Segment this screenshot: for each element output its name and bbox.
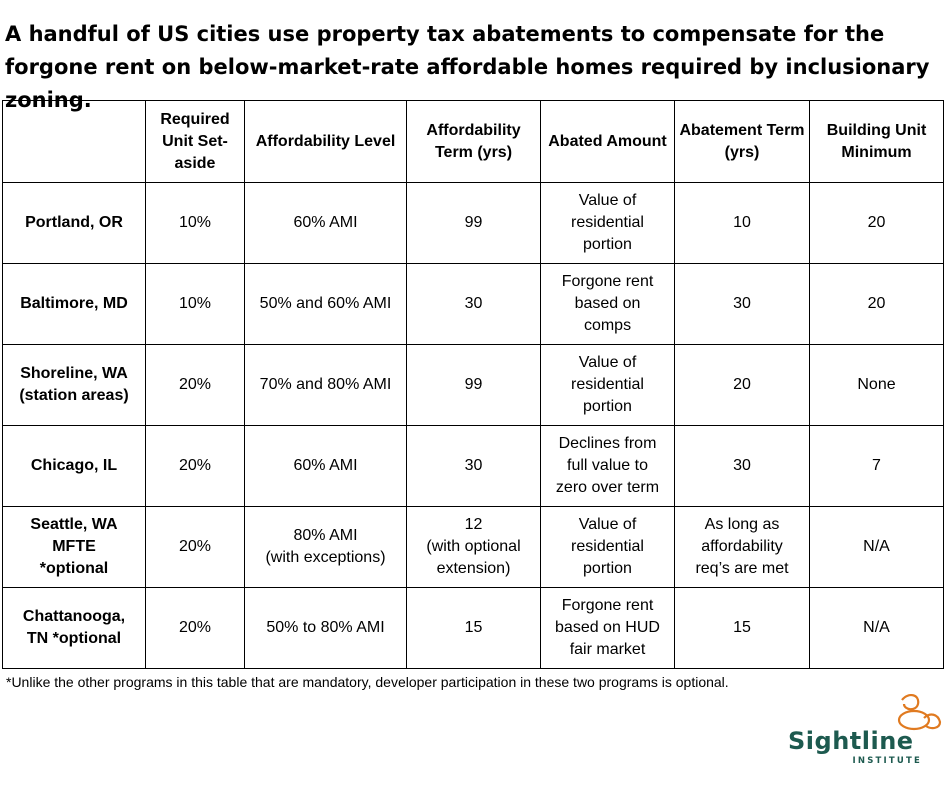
abatement-term-cell: 15 — [674, 587, 810, 669]
abated-amount-cell: Forgone rent based on comps — [540, 263, 675, 345]
abated-amount-cell: Forgone rent based on HUD fair market — [540, 587, 675, 669]
header-cell-city — [2, 100, 146, 183]
affordability-term-cell: 99 — [406, 182, 541, 264]
page-title: A handful of US cities use property tax … — [5, 22, 930, 112]
set-aside-cell: 20% — [145, 344, 245, 426]
header-cell-abatement-term: Abatement Term (yrs) — [674, 100, 810, 183]
affordability-level-cell: 50% and 60% AMI — [244, 263, 407, 345]
abated-amount-cell: Value of residential portion — [540, 506, 675, 588]
set-aside-cell: 10% — [145, 182, 245, 264]
table-body: Portland, OR 10% 60% AMI 99 Value of res… — [2, 182, 944, 669]
abatement-term-cell: 20 — [674, 344, 810, 426]
header-cell-set-aside: Required Unit Set-aside — [145, 100, 245, 183]
unit-minimum-cell: None — [809, 344, 944, 426]
header-cell-affordability-term: Affordability Term (yrs) — [406, 100, 541, 183]
abatement-term-cell: 30 — [674, 263, 810, 345]
unit-minimum-cell: 20 — [809, 182, 944, 264]
city-cell: Seattle, WA MFTE *optional — [2, 506, 146, 588]
affordability-term-cell: 30 — [406, 425, 541, 507]
affordability-level-cell: 80% AMI (with exceptions) — [244, 506, 407, 588]
table-row: Shoreline, WA (station areas) 20% 70% an… — [2, 344, 944, 426]
abated-amount-cell: Declines from full value to zero over te… — [540, 425, 675, 507]
table-row: Baltimore, MD 10% 50% and 60% AMI 30 For… — [2, 263, 944, 345]
header-row: Required Unit Set-aside Affordability Le… — [2, 100, 944, 183]
affordability-level-cell: 50% to 80% AMI — [244, 587, 407, 669]
city-cell: Portland, OR — [2, 182, 146, 264]
city-cell: Shoreline, WA (station areas) — [2, 344, 146, 426]
table-row: Chattanooga, TN *optional 20% 50% to 80%… — [2, 587, 944, 669]
table-header: Required Unit Set-aside Affordability Le… — [2, 100, 944, 183]
affordability-term-cell: 12 (with optional extension) — [406, 506, 541, 588]
set-aside-cell: 20% — [145, 587, 245, 669]
abated-amount-cell: Value of residential portion — [540, 344, 675, 426]
unit-minimum-cell: 20 — [809, 263, 944, 345]
table-row: Portland, OR 10% 60% AMI 99 Value of res… — [2, 182, 944, 264]
affordability-level-cell: 60% AMI — [244, 182, 407, 264]
unit-minimum-cell: N/A — [809, 587, 944, 669]
set-aside-cell: 20% — [145, 425, 245, 507]
abatement-term-cell: As long as affordability req’s are met — [674, 506, 810, 588]
city-cell: Baltimore, MD — [2, 263, 146, 345]
set-aside-cell: 20% — [145, 506, 245, 588]
logo-name: Sightline — [788, 727, 914, 755]
city-cell: Chicago, IL — [2, 425, 146, 507]
table-row: Seattle, WA MFTE *optional 20% 80% AMI (… — [2, 506, 944, 588]
header-cell-affordability-level: Affordability Level — [244, 100, 407, 183]
affordability-term-cell: 15 — [406, 587, 541, 669]
abatement-term-cell: 10 — [674, 182, 810, 264]
header-cell-unit-minimum: Building Unit Minimum — [809, 100, 944, 183]
sightline-logo-icon — [897, 694, 942, 731]
logo-subtitle: INSTITUTE — [852, 756, 922, 766]
footnote: *Unlike the other programs in this table… — [6, 674, 729, 690]
affordability-term-cell: 99 — [406, 344, 541, 426]
header-cell-abated-amount: Abated Amount — [540, 100, 675, 183]
set-aside-cell: 10% — [145, 263, 245, 345]
affordability-term-cell: 30 — [406, 263, 541, 345]
unit-minimum-cell: 7 — [809, 425, 944, 507]
city-cell: Chattanooga, TN *optional — [2, 587, 146, 669]
unit-minimum-cell: N/A — [809, 506, 944, 588]
affordability-level-cell: 60% AMI — [244, 425, 407, 507]
sightline-logo: Sightline INSTITUTE — [786, 694, 944, 768]
abated-amount-cell: Value of residential portion — [540, 182, 675, 264]
abatement-term-cell: 30 — [674, 425, 810, 507]
comparison-table: Required Unit Set-aside Affordability Le… — [2, 100, 944, 669]
affordability-level-cell: 70% and 80% AMI — [244, 344, 407, 426]
table-row: Chicago, IL 20% 60% AMI 30 Declines from… — [2, 425, 944, 507]
